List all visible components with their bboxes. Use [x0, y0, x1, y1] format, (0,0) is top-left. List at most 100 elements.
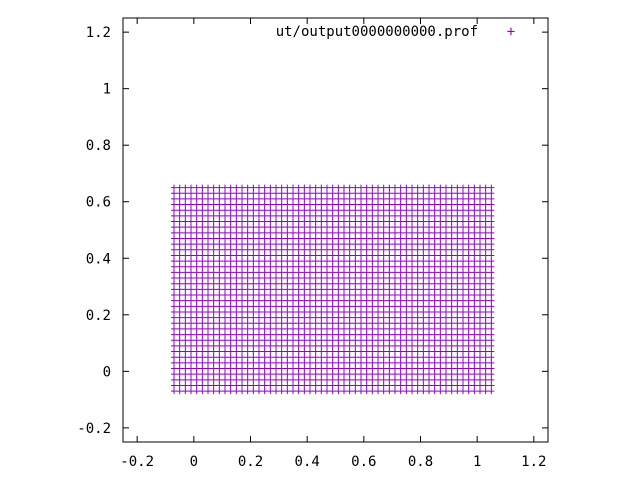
data-point: [352, 371, 359, 378]
data-point: [261, 303, 268, 310]
data-point: [335, 297, 342, 304]
data-point: [193, 269, 200, 276]
data-point: [482, 320, 489, 327]
data-point: [244, 292, 251, 299]
data-point: [358, 342, 364, 349]
data-point: [261, 252, 268, 259]
data-point: [244, 229, 251, 236]
data-point: [261, 331, 268, 338]
data-point: [335, 388, 342, 395]
data-point: [369, 212, 376, 219]
data-point: [261, 359, 268, 366]
data-point: [392, 235, 398, 242]
data-point: [414, 371, 421, 378]
data-point: [273, 354, 279, 361]
data-point: [290, 224, 296, 231]
data-point: [431, 342, 438, 349]
data-point: [335, 337, 342, 344]
data-point: [488, 337, 495, 344]
x-tick-label: 0.6: [351, 454, 376, 470]
data-point: [431, 365, 438, 372]
data-point: [335, 382, 342, 389]
data-point: [409, 376, 415, 383]
data-point: [216, 229, 223, 236]
data-point: [346, 252, 353, 259]
data-point: [397, 314, 404, 321]
data-point: [199, 207, 206, 214]
data-point: [465, 337, 472, 344]
data-point: [346, 224, 353, 231]
data-point: [278, 376, 285, 383]
data-point: [386, 337, 393, 344]
x-tick-label: 0.2: [238, 454, 263, 470]
data-point: [482, 241, 489, 248]
data-point: [420, 359, 427, 366]
data-point: [358, 320, 364, 327]
data-point: [448, 224, 455, 231]
data-point: [205, 246, 211, 253]
data-point: [278, 297, 285, 304]
data-point: [261, 348, 268, 355]
data-point: [426, 388, 432, 395]
data-point: [233, 252, 240, 259]
data-point: [318, 297, 325, 304]
data-point: [471, 280, 478, 287]
data-point: [392, 258, 398, 265]
data-point: [375, 286, 381, 293]
data-point: [363, 337, 370, 344]
data-point: [250, 371, 257, 378]
data-point: [460, 371, 466, 378]
data-point: [205, 337, 211, 344]
data-point: [222, 246, 228, 253]
data-point: [199, 348, 206, 355]
data-point: [363, 207, 370, 214]
data-point: [443, 376, 449, 383]
data-point: [222, 212, 228, 219]
y-tick-label: 0.4: [86, 251, 111, 267]
data-point: [420, 292, 427, 299]
data-point: [386, 365, 393, 372]
data-point: [375, 229, 381, 236]
data-point: [358, 207, 364, 214]
data-point: [250, 314, 257, 321]
data-point: [295, 382, 302, 389]
data-point: [426, 280, 432, 287]
data-point: [471, 263, 478, 270]
data-point: [375, 348, 381, 355]
data-point: [380, 342, 387, 349]
data-point: [346, 286, 353, 293]
data-point: [358, 275, 364, 282]
data-point: [420, 252, 427, 259]
data-point: [216, 212, 223, 219]
data-point: [454, 348, 461, 355]
data-point: [222, 241, 228, 248]
data-point: [324, 190, 330, 197]
data-point: [386, 212, 393, 219]
data-point: [460, 207, 466, 214]
data-point: [312, 325, 319, 332]
data-point: [182, 280, 189, 287]
data-point: [482, 258, 489, 265]
data-point: [454, 325, 461, 332]
data-point: [199, 303, 206, 310]
data-point: [171, 190, 177, 197]
data-point: [250, 376, 257, 383]
data-point: [233, 376, 240, 383]
data-point: [448, 263, 455, 270]
data-point: [448, 258, 455, 265]
data-point: [222, 382, 228, 389]
data-point: [216, 320, 223, 327]
data-point: [261, 235, 268, 242]
data-point: [335, 275, 342, 282]
data-point: [397, 371, 404, 378]
data-point: [465, 292, 472, 299]
data-point: [222, 314, 228, 321]
data-point: [358, 280, 364, 287]
data-point: [482, 297, 489, 304]
data-point: [403, 212, 410, 219]
data-point: [431, 371, 438, 378]
data-point: [414, 297, 421, 304]
data-point: [261, 207, 268, 214]
data-point: [477, 229, 483, 236]
data-point: [341, 303, 347, 310]
